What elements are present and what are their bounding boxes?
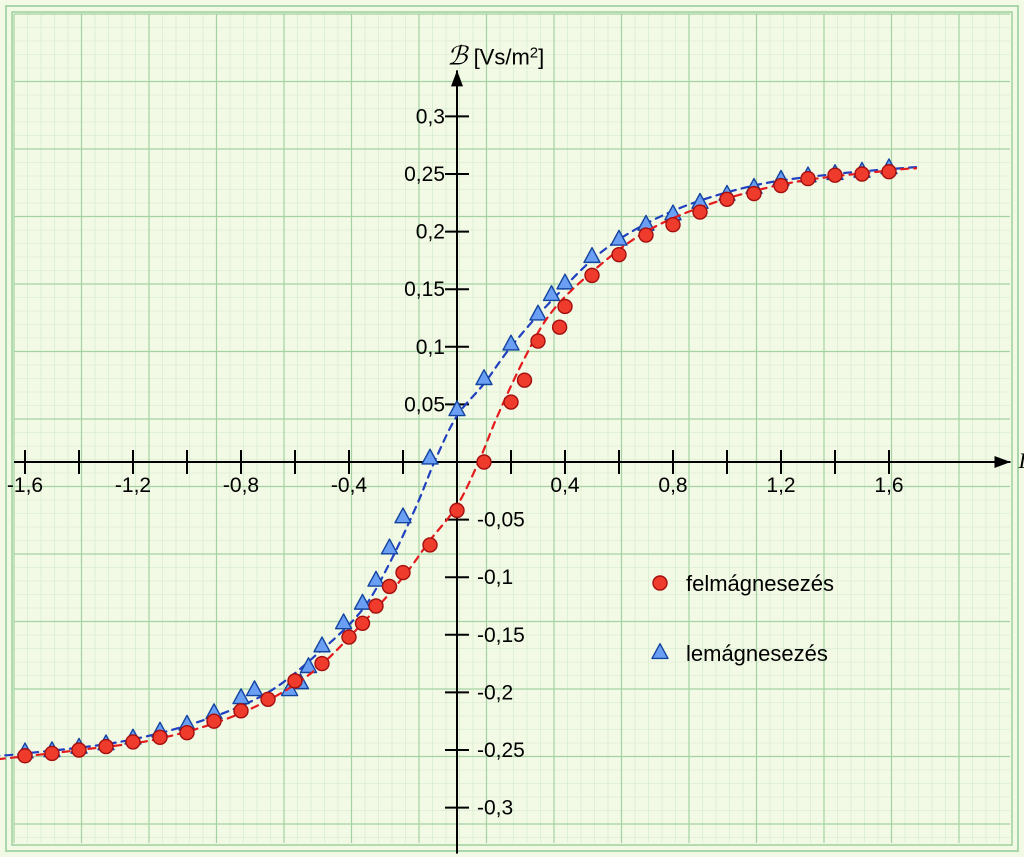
xtick-label: 0,4 (550, 474, 580, 497)
hysteresis-chart: -1,6 -1,2 -0,8 -0,4 0,4 0,8 1,2 1,6 -0,3 -0,25 -0,… (0, 0, 1024, 857)
ytick-label: -0,15 (477, 624, 525, 647)
ytick-label: 0,15 (404, 278, 445, 301)
x-axis-label: IG [A] (1018, 448, 1024, 477)
ytick-label: 0,1 (416, 336, 445, 359)
xtick-label: -0,4 (331, 474, 368, 497)
xtick-label: 1,6 (874, 474, 903, 497)
ytick-label: 0,2 (416, 221, 445, 244)
xtick-label: -1,6 (7, 474, 43, 497)
ytick-label: -0,3 (477, 797, 513, 820)
ytick-label: 0,05 (404, 393, 445, 416)
y-axis-label: ℬ [Vs/m2] (447, 41, 544, 70)
ytick-label: 0,25 (404, 163, 445, 186)
ytick-label: -0,1 (477, 566, 513, 589)
xtick-label: -0,8 (223, 474, 259, 497)
legend-label: felmágnesezés (686, 571, 834, 596)
xtick-label: 1,2 (766, 474, 795, 497)
ytick-label: 0,3 (416, 105, 445, 128)
ytick-label: -0,05 (477, 509, 525, 532)
xtick-label: 0,8 (658, 474, 687, 497)
ytick-label: -0,25 (477, 739, 525, 762)
legend-label: lemágnesezés (686, 641, 828, 666)
ytick-label: -0,2 (477, 681, 513, 704)
xtick-label: -1,2 (115, 474, 151, 497)
